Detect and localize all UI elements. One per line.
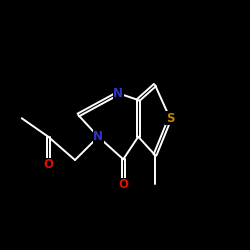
Text: O: O <box>43 158 53 172</box>
Text: S: S <box>166 112 174 125</box>
Text: O: O <box>118 178 128 192</box>
Text: N: N <box>93 130 103 143</box>
Text: N: N <box>113 87 123 100</box>
